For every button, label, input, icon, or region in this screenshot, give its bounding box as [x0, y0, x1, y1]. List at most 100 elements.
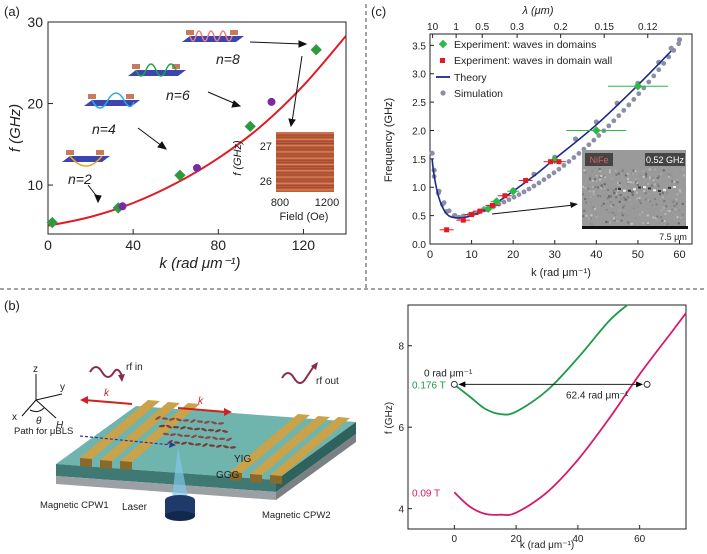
- micrograph-noise: [635, 220, 638, 223]
- c-ytick-label-1: 1.0: [412, 183, 426, 194]
- spin: [161, 417, 169, 420]
- micrograph-noise: [681, 213, 684, 216]
- micrograph-noise: [681, 168, 684, 171]
- micrograph-noise: [646, 222, 649, 225]
- spin: [175, 418, 183, 422]
- c-xtick-label-40: 40: [590, 249, 602, 261]
- micrograph-noise: [587, 183, 590, 186]
- spin: [191, 434, 197, 439]
- micrograph-noise: [678, 209, 681, 212]
- micrograph-noise: [675, 169, 678, 172]
- panel-c: (c) λ (μm) 0 10 20 30 40 50 60 0.0 0.5 1.0 1.5 2.0 2…: [371, 4, 693, 279]
- micrograph-noise: [648, 189, 651, 192]
- micrograph-noise: [626, 189, 629, 192]
- spin: [222, 445, 230, 449]
- b-ytick-label-6: 6: [398, 423, 404, 434]
- c-sim-fill: [631, 96, 637, 102]
- micrograph-noise: [653, 168, 656, 171]
- c-sim-fill: [546, 173, 552, 179]
- micrograph-noise: [642, 176, 645, 179]
- c-point-green-2: [508, 186, 518, 196]
- c-sim-fill: [541, 177, 547, 183]
- spin: [155, 416, 161, 420]
- micrograph-noise: [638, 213, 641, 216]
- spin: [214, 429, 222, 433]
- micrograph-noise: [593, 207, 596, 210]
- c-toptick-label-1: 1: [453, 22, 459, 33]
- label-k2: k: [198, 396, 204, 407]
- micrograph-noise: [583, 209, 586, 212]
- micrograph-noise: [597, 186, 600, 189]
- micrograph-noise: [607, 194, 610, 197]
- panel-a: (a) 0 40 80 120 10 20 30 k (rad μm⁻¹) f (GHz) …: [4, 4, 347, 272]
- micrograph-noise: [624, 198, 627, 201]
- axis-H: H: [56, 420, 64, 431]
- axis-theta: θ: [36, 416, 42, 427]
- c-ytick-label-3.5: 3.5: [412, 41, 426, 52]
- micrograph-noise: [654, 183, 657, 186]
- c-sim-fill: [661, 60, 667, 66]
- micrograph-noise: [592, 206, 595, 209]
- micrograph-noise: [607, 188, 610, 191]
- c-sim-fill: [636, 91, 642, 97]
- micrograph-noise: [627, 221, 630, 224]
- micrograph-noise: [661, 219, 664, 222]
- c-toptick-label-2: 0.5: [475, 22, 489, 33]
- a-point-green-2: [174, 169, 186, 181]
- c-sim-fill: [516, 192, 522, 198]
- micrograph-noise: [600, 187, 603, 190]
- micrograph-noise: [647, 183, 650, 186]
- micrograph-wave: [628, 189, 631, 192]
- micrograph-noise: [632, 207, 635, 210]
- micrograph-noise: [598, 168, 601, 171]
- panel-a-ylabel: f (GHz): [7, 104, 24, 152]
- label-cpw2: Magnetic CPW2: [262, 510, 331, 521]
- micrograph-noise: [595, 174, 598, 177]
- mode-cartoon-n6: n=6: [128, 63, 190, 103]
- micrograph-noise: [670, 200, 673, 203]
- micrograph-noise: [673, 180, 676, 183]
- micrograph-noise: [603, 183, 606, 186]
- c-sim-fill: [526, 186, 532, 192]
- label-rf-out: rf out: [316, 376, 339, 387]
- micrograph-noise: [620, 219, 623, 222]
- micrograph-noise: [668, 210, 671, 213]
- micrograph-noise: [659, 193, 662, 196]
- a-xtick-label-80: 80: [210, 237, 226, 253]
- label-k1: k: [104, 388, 110, 399]
- spin: [168, 417, 176, 421]
- micrograph-noise: [610, 205, 613, 208]
- micrograph-noise: [627, 198, 630, 201]
- c-sim-fill: [511, 194, 517, 200]
- c-ytick-label-2: 2.0: [412, 126, 426, 137]
- micrograph-noise: [636, 183, 639, 186]
- spin: [215, 444, 223, 448]
- micrograph-noise: [656, 215, 659, 218]
- panel-c-toplabel: λ (μm): [522, 5, 554, 17]
- inset-ytick-27: 27: [260, 141, 272, 153]
- micrograph-noise: [626, 182, 629, 185]
- micrograph-noise: [584, 187, 587, 190]
- spin: [180, 441, 188, 445]
- micrograph-wave: [658, 189, 661, 192]
- micrograph-noise: [610, 177, 613, 180]
- micrograph-noise: [667, 209, 670, 212]
- micrograph-noise: [620, 198, 623, 201]
- a-point-green-3: [244, 120, 256, 133]
- micrograph-noise: [603, 187, 606, 190]
- c-sim-fill: [576, 150, 582, 156]
- micrograph-noise: [622, 206, 625, 209]
- micrograph-noise: [624, 212, 627, 215]
- micrograph-noise: [592, 190, 595, 193]
- micrograph-noise: [610, 195, 613, 198]
- micrograph-noise: [639, 202, 642, 205]
- panel-c-xlabel: k (rad μm⁻¹): [531, 267, 591, 279]
- micrograph-wave: [648, 187, 651, 190]
- mode-cartoon-n4: n=4: [84, 92, 140, 137]
- micrograph-noise: [674, 222, 677, 225]
- b-xtick-label-20: 20: [511, 534, 523, 545]
- micrograph-noise: [635, 197, 638, 200]
- micrograph-noise: [585, 214, 588, 217]
- panel-a-inset: f (GHz) 27 26 800 1200 Field (Oe): [232, 132, 339, 223]
